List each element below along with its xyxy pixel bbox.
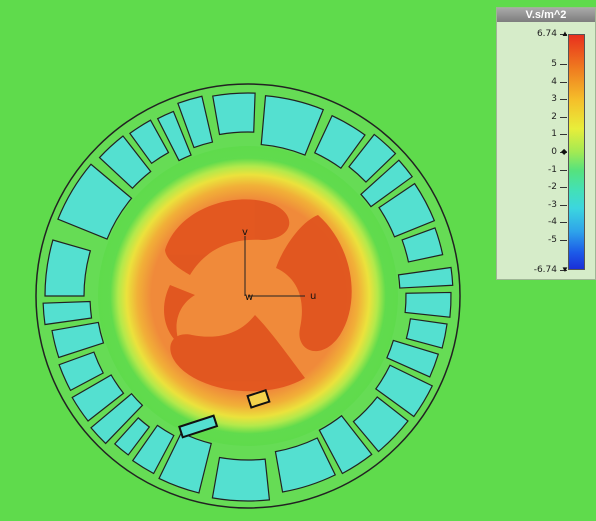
flux-arm-top [165,199,290,275]
stator-slot-block [71,374,125,422]
colorbar-tick-mark [560,222,567,224]
stator-slot-block [98,135,152,190]
colorbar-tick-mark [560,134,567,136]
stator-slot-block [177,95,214,149]
flux-arm-left [164,285,195,345]
stator-slot-block [404,291,452,318]
u-axis-label: u [310,291,316,302]
colorbar-tick-mark [560,270,567,271]
coordinate-axes [244,236,305,297]
colorbar-tick-mark [560,116,567,118]
stator-slot-block [405,318,448,349]
stator-slot-block [397,266,454,289]
stator-slot-block [386,339,440,378]
stator-slot-block [260,95,325,156]
colorbar-tick-label: 4 [551,76,557,87]
colorbar-tick-label: 1 [551,129,557,140]
colorbar-tick-label: -5 [548,234,557,245]
stator-slot-block [348,133,397,183]
stator-slot-block [58,351,105,392]
v-axis-label: v [242,227,248,238]
max-marker-icon: ▲ [561,29,569,38]
colorbar-tick-mark [560,34,567,35]
stator-slot-block [113,417,151,456]
colorbar-tick-mark [560,64,567,66]
sensor-block-left [178,414,219,439]
min-marker-icon: ▼ [561,265,569,274]
stator-slot-block [360,159,414,208]
colorbar-tick-label: -1 [548,164,557,175]
stator-slot-block [129,119,170,165]
colorbar-tick-label: 6.74 [536,29,557,39]
stator-slot-block [131,424,175,475]
stator-slot-block [90,392,144,445]
stator-slot-block [211,456,271,502]
stator-slot-block [352,396,409,453]
stator-slot-block [44,239,92,297]
stator-slot-block [274,437,337,493]
stator-slot-block [374,364,434,418]
stator-slot-block [42,300,93,326]
colorbar-tick-mark [560,239,567,241]
colorbar-tick-mark [560,169,567,171]
stator-slot-block [212,92,256,136]
colorbar-tick-label: -4 [548,217,557,228]
stator-slot-block [156,110,192,162]
flux-arm-right [276,215,352,352]
colorbar-tick-label: -3 [548,199,557,210]
stator-slot-block [401,227,444,263]
colorbar-title: V.s/m^2 [497,8,595,22]
colorbar-tick-mark [560,187,567,188]
colorbar-legend: V.s/m^2 6.74 ▲ 5 4 3 2 1 0 ◆ -1 -2 -3 -4 -5 -6.74 ▼ [496,7,596,280]
colorbar-tick-label: -2 [548,182,557,192]
colorbar-tick-label: 0 [551,147,557,157]
stator-slots [42,92,454,502]
stator-slot-block [378,182,436,238]
colorbar-tick-label: 2 [551,111,557,122]
stator-slot-block [158,431,212,494]
colorbar-tick-mark [560,99,567,101]
colorbar-tick-mark [560,152,567,153]
stator-slot-block [313,114,366,170]
flux-arm-bottom [170,315,305,392]
stator-slot-block [318,414,373,475]
w-axis-label: w [245,292,253,303]
stator-slot-block [57,163,133,240]
zero-marker-icon: ◆ [561,147,568,156]
flux-arms [164,199,352,392]
sensor-block-right [246,388,271,409]
stator-slot-block [51,321,105,359]
colorbar-tick-label: -6.74 [533,265,557,275]
colorbar-tick-label: 3 [551,94,557,105]
colorbar-tick-mark [560,81,567,83]
colorbar-gradient [568,34,585,270]
colorbar-tick-label: 5 [551,59,557,70]
colorbar-tick-mark [560,204,567,206]
